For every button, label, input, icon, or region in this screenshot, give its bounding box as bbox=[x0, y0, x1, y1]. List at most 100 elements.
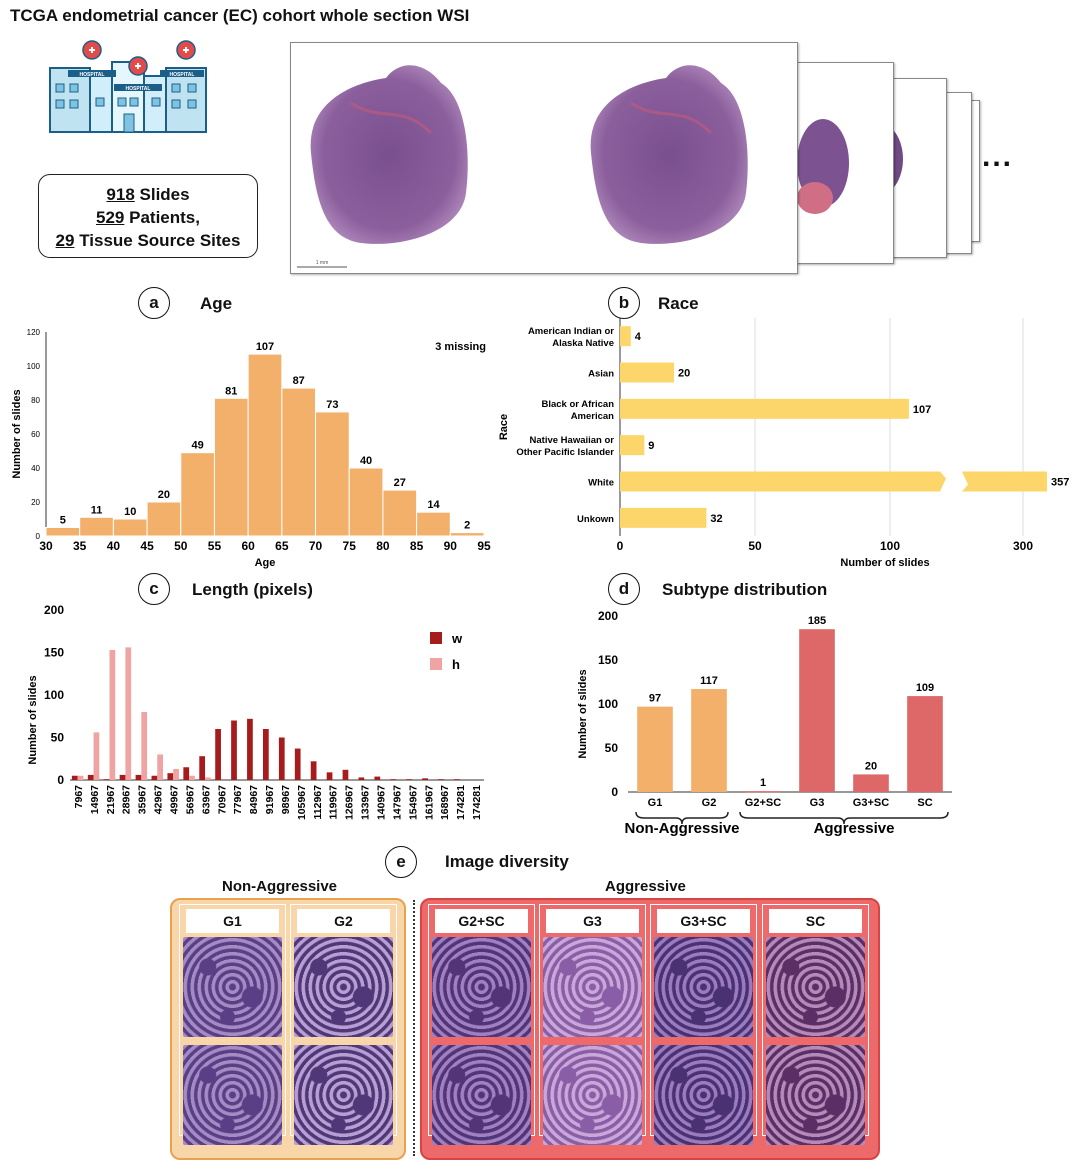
bar-value-label: 11 bbox=[91, 504, 103, 516]
bar-value-label: 14 bbox=[427, 499, 440, 511]
x-tick-label: 100 bbox=[880, 539, 900, 553]
group-label: Aggressive bbox=[814, 820, 895, 837]
race-bar bbox=[620, 398, 909, 419]
subtype-bar bbox=[853, 774, 889, 792]
diversity-tile: G1 bbox=[179, 904, 286, 1145]
sites-count: 29 bbox=[55, 231, 75, 250]
panel-b-title: Race bbox=[658, 294, 699, 313]
y-tick-label: 100 bbox=[598, 697, 618, 711]
length-bar-w bbox=[390, 779, 397, 780]
length-bar-w bbox=[167, 773, 174, 780]
x-tick-label: 91967 bbox=[264, 785, 276, 814]
patients-count: 529 bbox=[96, 208, 125, 227]
age-bar bbox=[449, 532, 485, 537]
x-axis-label: Number of slides bbox=[840, 557, 929, 569]
bar-value-label: 185 bbox=[808, 615, 826, 627]
race-bar bbox=[620, 507, 707, 528]
y-axis-label: Number of slides bbox=[27, 675, 39, 764]
group-divider bbox=[413, 900, 415, 1156]
race-category-label: Black or African bbox=[541, 399, 614, 410]
x-tick-label: 55 bbox=[208, 539, 222, 553]
x-tick-label: SC bbox=[917, 797, 932, 809]
length-bar-w bbox=[199, 756, 206, 780]
panel-c-badge: c bbox=[138, 573, 170, 605]
more-slides-ellipsis: ... bbox=[982, 140, 1014, 173]
y-tick-label: 60 bbox=[31, 430, 40, 439]
histology-patch bbox=[183, 1045, 282, 1145]
length-bar-h bbox=[157, 754, 163, 780]
bar-value-label: 4 bbox=[635, 331, 642, 343]
length-bar-w bbox=[247, 718, 253, 780]
nonaggressive-title: Non-Aggressive bbox=[222, 878, 338, 895]
race-bar bbox=[620, 435, 645, 456]
length-bar-w bbox=[278, 737, 285, 780]
x-tick-label: 90 bbox=[444, 539, 458, 553]
y-tick-label: 0 bbox=[611, 785, 618, 799]
wsi-slide-image: 1 mm bbox=[297, 65, 748, 268]
length-bar-w bbox=[406, 779, 413, 780]
age-bar bbox=[146, 501, 182, 537]
subtype-bar bbox=[907, 696, 943, 792]
histology-patch bbox=[766, 937, 865, 1037]
diversity-tile: G2+SC bbox=[428, 904, 535, 1145]
histology-patch bbox=[654, 1045, 753, 1145]
length-bar-w bbox=[119, 774, 126, 780]
histology-patch bbox=[183, 937, 282, 1037]
y-axis-label: Number of slides bbox=[577, 669, 589, 758]
x-tick-label: 40 bbox=[107, 539, 121, 553]
age-bar bbox=[180, 452, 215, 537]
x-tick-label: 56967 bbox=[184, 785, 196, 814]
age-bar bbox=[382, 489, 418, 537]
length-bar-h bbox=[77, 775, 84, 780]
bar-value-label: 87 bbox=[293, 375, 305, 387]
length-bar-w bbox=[135, 774, 142, 780]
x-tick-label: 0 bbox=[617, 539, 624, 553]
panel-d-title: Subtype distribution bbox=[662, 580, 828, 599]
x-tick-label: 49967 bbox=[169, 785, 181, 814]
length-bar-h bbox=[141, 712, 148, 780]
bar-value-label: 2 bbox=[464, 520, 470, 532]
y-tick-label: 0 bbox=[57, 773, 64, 787]
y-tick-label: 50 bbox=[51, 731, 65, 745]
y-tick-label: 0 bbox=[36, 532, 41, 541]
x-tick-label: G3+SC bbox=[853, 797, 889, 809]
panel-b-badge: b bbox=[608, 287, 640, 319]
x-tick-label: 84967 bbox=[248, 785, 260, 814]
x-tick-label: G3 bbox=[810, 797, 825, 809]
age-bar bbox=[79, 516, 114, 537]
group-label: Non-Aggressive bbox=[624, 820, 739, 837]
x-tick-label: 174281 bbox=[455, 785, 467, 820]
scale-bar-label: 1 mm bbox=[316, 260, 329, 266]
age-bar bbox=[112, 518, 148, 537]
length-bar-chart: 0 50 100 150 200 7967 14967 21967 28967 35967 4296… bbox=[27, 603, 484, 820]
x-tick-label: 70967 bbox=[216, 785, 228, 814]
x-tick-label: 14967 bbox=[89, 785, 101, 814]
age-bar bbox=[348, 467, 384, 537]
x-tick-label: 112967 bbox=[312, 785, 324, 820]
histology-patch bbox=[432, 1045, 531, 1145]
bar-value-label: 49 bbox=[191, 440, 203, 452]
bar-value-label: 107 bbox=[256, 341, 274, 353]
length-bar-h bbox=[189, 775, 195, 780]
y-tick-label: 200 bbox=[44, 603, 64, 617]
slides-label: Slides bbox=[134, 185, 190, 204]
slides-count: 918 bbox=[106, 185, 135, 204]
x-tick-label: G2 bbox=[702, 797, 717, 809]
x-tick-label: 154967 bbox=[407, 785, 419, 820]
panel-d-badge: d bbox=[608, 573, 640, 605]
x-tick-label: 60 bbox=[241, 539, 255, 553]
x-tick-label: 30 bbox=[39, 539, 53, 553]
bar-value-label: 10 bbox=[124, 506, 136, 518]
race-category-label: Asian bbox=[588, 369, 614, 380]
legend-swatch bbox=[430, 632, 442, 644]
race-bar bbox=[620, 471, 946, 492]
x-tick-label: 7967 bbox=[73, 785, 85, 809]
race-category-label: American bbox=[571, 411, 614, 422]
length-bar-w bbox=[454, 779, 460, 780]
length-bar-w bbox=[422, 778, 428, 780]
length-bar-w bbox=[103, 779, 110, 780]
y-axis-label: Number of slides bbox=[11, 389, 23, 478]
length-bar-h bbox=[205, 777, 211, 780]
histology-patch bbox=[294, 1045, 393, 1145]
x-tick-label: 119967 bbox=[328, 785, 340, 820]
